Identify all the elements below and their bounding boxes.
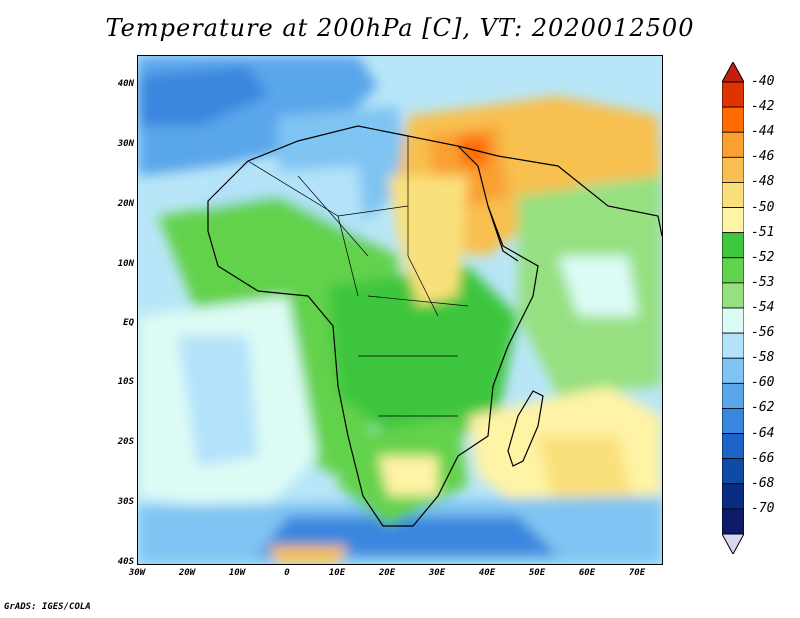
- colorbar-tick-label: -48: [751, 174, 775, 190]
- colorbar-cell: [722, 357, 744, 384]
- colorbar-tick-label: -44: [751, 124, 775, 140]
- colorbar-cell: [722, 408, 744, 434]
- lon-label: 30W: [128, 568, 146, 578]
- lat-label: 10N: [117, 259, 134, 269]
- colorbar-tick-label: -50: [751, 199, 775, 215]
- colorbar-bottom-arrow: [722, 533, 744, 554]
- colorbar-tick-label: -56: [751, 325, 775, 341]
- colorbar-tick-label: -60: [751, 375, 775, 391]
- lon-label: 40E: [478, 568, 496, 578]
- temperature-map: [137, 55, 663, 565]
- colorbar-cell: [722, 257, 744, 284]
- lat-label: 40S: [117, 557, 134, 567]
- lon-label: 70E: [628, 568, 646, 578]
- coastlines: [207, 125, 662, 527]
- footer-credit: GrADS: IGES/COLA: [4, 602, 91, 612]
- colorbar-tick-label: -42: [751, 99, 775, 115]
- chart-title: Temperature at 200hPa [C], VT: 202001250…: [105, 14, 695, 42]
- lat-label: 10S: [117, 377, 134, 387]
- lon-label: 50E: [528, 568, 546, 578]
- colorbar-tick-label: -51: [751, 224, 775, 240]
- colorbar-cell: [722, 207, 744, 234]
- colorbar-cell: [722, 332, 744, 359]
- colorbar-cell: [722, 382, 744, 409]
- colorbar-cell: [722, 433, 744, 460]
- colorbar-tick-label: -68: [751, 475, 775, 491]
- colorbar-tick-label: -64: [751, 425, 775, 441]
- lat-label: 20S: [117, 437, 134, 447]
- colorbar-cell: [722, 483, 744, 510]
- colorbar-cell: [722, 232, 744, 259]
- colorbar-tick-label: -52: [751, 249, 775, 265]
- colorbar-cell: [722, 131, 744, 158]
- lon-label: 10E: [328, 568, 346, 578]
- lat-label: EQ: [123, 318, 134, 328]
- borders: [247, 136, 469, 417]
- colorbar-tick-label: -62: [751, 400, 775, 416]
- lat-label: 30N: [117, 139, 134, 149]
- colorbar-tick-label: -46: [751, 149, 775, 165]
- colorbar-tick-label: -66: [751, 450, 775, 466]
- map-field: [138, 56, 662, 564]
- colorbar-tick-label: -54: [751, 300, 775, 315]
- lon-label: 60E: [578, 568, 596, 578]
- colorbar-cell: [722, 156, 744, 183]
- colorbar-cell: [722, 458, 744, 485]
- lon-label: 20W: [178, 568, 196, 578]
- colorbar-cell: [722, 282, 744, 309]
- colorbar-tick-label: -70: [751, 500, 775, 516]
- colorbar-top-arrow: [722, 62, 744, 83]
- colorbar-cell: [722, 508, 744, 535]
- colorbar-cell: [722, 81, 744, 108]
- lat-label: 20N: [117, 199, 134, 209]
- colorbar-cell: [722, 182, 744, 208]
- colorbar-tick-label: -58: [751, 350, 775, 366]
- lon-label: 10W: [228, 568, 246, 578]
- lat-label: 30S: [117, 497, 134, 507]
- colorbar: [722, 62, 744, 554]
- lon-label: 0: [284, 568, 290, 578]
- colorbar-tick-label: -53: [751, 274, 775, 290]
- colorbar-cell: [722, 106, 744, 133]
- lat-label: 40N: [117, 79, 134, 89]
- colorbar-tick-label: -40: [751, 74, 775, 89]
- colorbar-cell: [722, 307, 744, 334]
- lon-label: 20E: [378, 568, 396, 578]
- lon-label: 30E: [428, 568, 446, 578]
